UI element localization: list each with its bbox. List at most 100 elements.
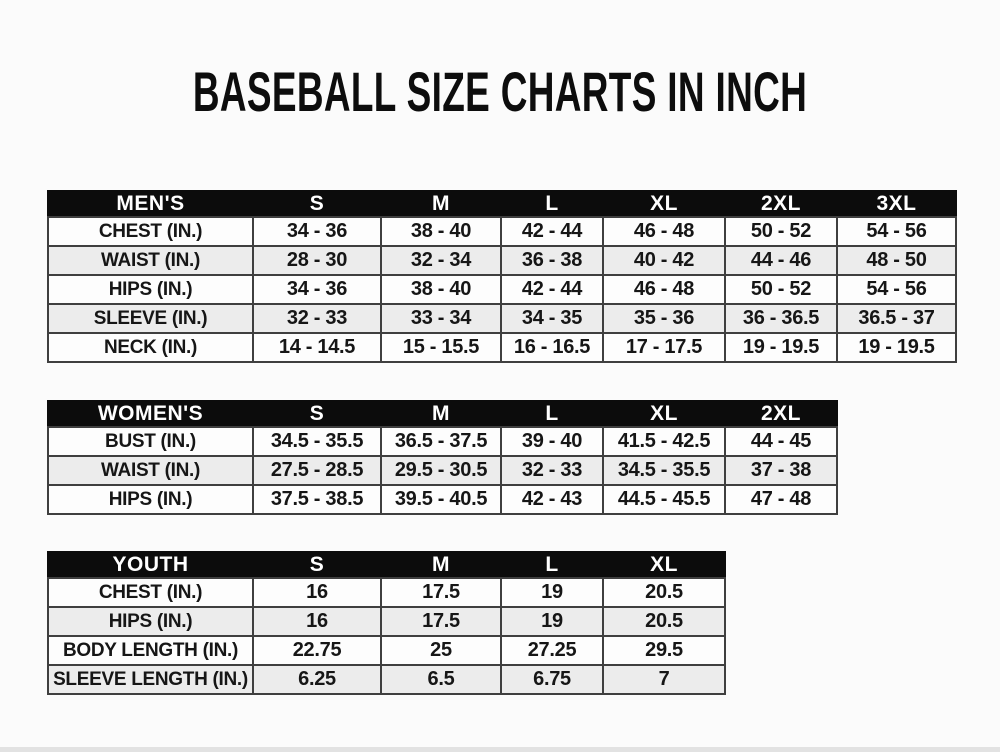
youth-row-hips: HIPS (IN.) 16 17.5 19 20.5 xyxy=(47,606,726,637)
youth-header-size-m: M xyxy=(380,551,502,579)
womens-row-hips: HIPS (IN.) 37.5 - 38.5 39.5 - 40.5 42 - … xyxy=(47,484,838,515)
row-label: BODY LENGTH (IN.) xyxy=(47,635,254,666)
size-value: 34.5 - 35.5 xyxy=(602,455,726,486)
row-label: NECK (IN.) xyxy=(47,332,254,363)
youth-size-table: YOUTH S M L XL CHEST (IN.) 16 17.5 19 20… xyxy=(47,551,726,695)
size-value: 19 xyxy=(500,606,604,637)
size-value: 44.5 - 45.5 xyxy=(602,484,726,515)
womens-header-size-2xl: 2XL xyxy=(724,400,838,428)
size-value: 36 - 38 xyxy=(500,245,604,276)
youth-header-group: YOUTH xyxy=(47,551,254,579)
size-value: 40 - 42 xyxy=(602,245,726,276)
mens-row-chest: CHEST (IN.) 34 - 36 38 - 40 42 - 44 46 -… xyxy=(47,216,957,247)
row-label: HIPS (IN.) xyxy=(47,606,254,637)
size-value: 27.25 xyxy=(500,635,604,666)
page-title: BASEBALL SIZE CHARTS IN INCH xyxy=(192,60,808,123)
youth-row-chest: CHEST (IN.) 16 17.5 19 20.5 xyxy=(47,577,726,608)
size-value: 20.5 xyxy=(602,577,726,608)
size-value: 36 - 36.5 xyxy=(724,303,838,334)
size-value: 20.5 xyxy=(602,606,726,637)
size-value: 36.5 - 37.5 xyxy=(380,426,502,457)
mens-header-size-m: M xyxy=(380,190,502,218)
size-value: 28 - 30 xyxy=(252,245,382,276)
size-value: 34 - 35 xyxy=(500,303,604,334)
size-value: 17.5 xyxy=(380,577,502,608)
size-value: 17 - 17.5 xyxy=(602,332,726,363)
youth-header-size-l: L xyxy=(500,551,604,579)
size-value: 29.5 - 30.5 xyxy=(380,455,502,486)
size-value: 32 - 33 xyxy=(500,455,604,486)
mens-row-waist: WAIST (IN.) 28 - 30 32 - 34 36 - 38 40 -… xyxy=(47,245,957,276)
row-label: HIPS (IN.) xyxy=(47,484,254,515)
mens-row-neck: NECK (IN.) 14 - 14.5 15 - 15.5 16 - 16.5… xyxy=(47,332,957,363)
size-value: 19 xyxy=(500,577,604,608)
mens-row-hips: HIPS (IN.) 34 - 36 38 - 40 42 - 44 46 - … xyxy=(47,274,957,305)
mens-header-size-3xl: 3XL xyxy=(836,190,957,218)
size-value: 25 xyxy=(380,635,502,666)
size-value: 27.5 - 28.5 xyxy=(252,455,382,486)
youth-row-body-length: BODY LENGTH (IN.) 22.75 25 27.25 29.5 xyxy=(47,635,726,666)
size-value: 42 - 43 xyxy=(500,484,604,515)
size-value: 44 - 46 xyxy=(724,245,838,276)
womens-header-size-xl: XL xyxy=(602,400,726,428)
womens-row-waist: WAIST (IN.) 27.5 - 28.5 29.5 - 30.5 32 -… xyxy=(47,455,838,486)
mens-header-size-xl: XL xyxy=(602,190,726,218)
youth-row-sleeve-length: SLEEVE LENGTH (IN.) 6.25 6.5 6.75 7 xyxy=(47,664,726,695)
size-value: 32 - 33 xyxy=(252,303,382,334)
mens-header-group: MEN'S xyxy=(47,190,254,218)
womens-header-row: WOMEN'S S M L XL 2XL xyxy=(47,400,838,428)
size-value: 34 - 36 xyxy=(252,274,382,305)
mens-header-size-s: S xyxy=(252,190,382,218)
size-value: 35 - 36 xyxy=(602,303,726,334)
mens-row-sleeve: SLEEVE (IN.) 32 - 33 33 - 34 34 - 35 35 … xyxy=(47,303,957,334)
size-value: 38 - 40 xyxy=(380,274,502,305)
womens-header-size-m: M xyxy=(380,400,502,428)
youth-header-size-xl: XL xyxy=(602,551,726,579)
size-value: 16 xyxy=(252,577,382,608)
row-label: BUST (IN.) xyxy=(47,426,254,457)
size-value: 39.5 - 40.5 xyxy=(380,484,502,515)
size-value: 38 - 40 xyxy=(380,216,502,247)
womens-header-group: WOMEN'S xyxy=(47,400,254,428)
size-value: 47 - 48 xyxy=(724,484,838,515)
size-value: 39 - 40 xyxy=(500,426,604,457)
womens-header-size-l: L xyxy=(500,400,604,428)
size-value: 6.5 xyxy=(380,664,502,695)
mens-header-size-2xl: 2XL xyxy=(724,190,838,218)
size-value: 15 - 15.5 xyxy=(380,332,502,363)
size-value: 29.5 xyxy=(602,635,726,666)
size-value: 54 - 56 xyxy=(836,216,957,247)
size-value: 50 - 52 xyxy=(724,274,838,305)
size-value: 34.5 - 35.5 xyxy=(252,426,382,457)
row-label: CHEST (IN.) xyxy=(47,577,254,608)
womens-size-table: WOMEN'S S M L XL 2XL BUST (IN.) 34.5 - 3… xyxy=(47,400,838,515)
size-value: 42 - 44 xyxy=(500,274,604,305)
size-value: 41.5 - 42.5 xyxy=(602,426,726,457)
size-value: 54 - 56 xyxy=(836,274,957,305)
row-label: SLEEVE (IN.) xyxy=(47,303,254,334)
row-label: WAIST (IN.) xyxy=(47,455,254,486)
size-value: 46 - 48 xyxy=(602,274,726,305)
womens-row-bust: BUST (IN.) 34.5 - 35.5 36.5 - 37.5 39 - … xyxy=(47,426,838,457)
size-value: 7 xyxy=(602,664,726,695)
row-label: WAIST (IN.) xyxy=(47,245,254,276)
size-value: 6.25 xyxy=(252,664,382,695)
size-value: 42 - 44 xyxy=(500,216,604,247)
size-value: 6.75 xyxy=(500,664,604,695)
womens-header-size-s: S xyxy=(252,400,382,428)
size-value: 32 - 34 xyxy=(380,245,502,276)
row-label: HIPS (IN.) xyxy=(47,274,254,305)
size-value: 16 xyxy=(252,606,382,637)
size-value: 36.5 - 37 xyxy=(836,303,957,334)
size-value: 34 - 36 xyxy=(252,216,382,247)
size-value: 48 - 50 xyxy=(836,245,957,276)
size-value: 50 - 52 xyxy=(724,216,838,247)
size-value: 22.75 xyxy=(252,635,382,666)
mens-header-row: MEN'S S M L XL 2XL 3XL xyxy=(47,190,957,218)
page-bottom-edge xyxy=(0,747,1000,752)
size-value: 37.5 - 38.5 xyxy=(252,484,382,515)
size-value: 33 - 34 xyxy=(380,303,502,334)
row-label: SLEEVE LENGTH (IN.) xyxy=(47,664,254,695)
youth-header-row: YOUTH S M L XL xyxy=(47,551,726,579)
